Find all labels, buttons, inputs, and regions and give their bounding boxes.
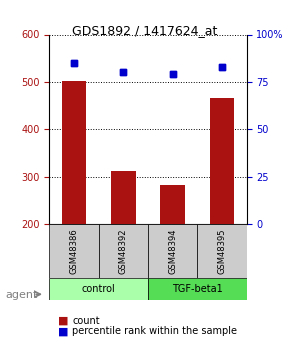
Text: control: control <box>82 284 115 294</box>
FancyBboxPatch shape <box>99 224 148 278</box>
Point <box>72 60 76 66</box>
FancyBboxPatch shape <box>49 224 99 278</box>
Point <box>170 72 175 77</box>
Text: ■: ■ <box>58 316 68 326</box>
FancyBboxPatch shape <box>49 278 148 300</box>
Text: GSM48394: GSM48394 <box>168 228 177 274</box>
Bar <box>61 81 86 224</box>
Point <box>170 72 175 77</box>
FancyBboxPatch shape <box>197 224 246 278</box>
Bar <box>160 185 185 224</box>
FancyBboxPatch shape <box>148 278 246 300</box>
Point <box>72 60 76 66</box>
Text: ■: ■ <box>58 326 68 336</box>
Text: TGF-beta1: TGF-beta1 <box>172 284 223 294</box>
Point <box>220 64 224 70</box>
Text: GDS1892 / 1417624_at: GDS1892 / 1417624_at <box>72 24 218 37</box>
Text: count: count <box>72 316 100 326</box>
Text: GSM48386: GSM48386 <box>69 228 79 274</box>
Point <box>220 64 224 70</box>
Text: GSM48395: GSM48395 <box>217 228 226 274</box>
Point <box>121 70 126 75</box>
Bar <box>111 171 136 224</box>
Text: agent: agent <box>6 290 38 300</box>
Bar <box>210 98 234 224</box>
FancyBboxPatch shape <box>148 224 197 278</box>
Text: GSM48392: GSM48392 <box>119 228 128 274</box>
Point <box>121 70 126 75</box>
Text: percentile rank within the sample: percentile rank within the sample <box>72 326 238 336</box>
